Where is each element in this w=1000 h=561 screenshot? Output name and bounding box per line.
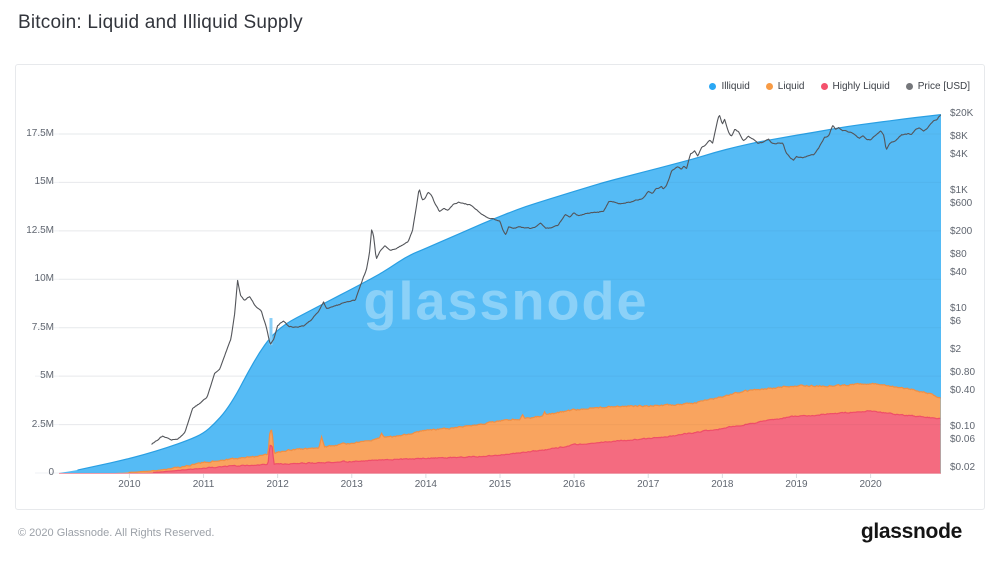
x-axis-label: 2016 [562, 479, 586, 490]
legend-item-liquid[interactable]: Liquid [765, 81, 805, 92]
y-axis-label-right: $80 [950, 249, 967, 261]
y-axis-label-right: $8K [950, 131, 968, 143]
y-axis-label-left: 5M [40, 370, 54, 382]
legend-label: Illiquid [721, 81, 750, 92]
y-axis-label-right: $200 [950, 226, 973, 237]
y-axis-label-right: $4K [950, 149, 968, 161]
y-axis-label-right: $6 [950, 315, 962, 327]
y-axis-label-right: $1K [950, 184, 968, 196]
x-axis-label: 2019 [785, 479, 808, 490]
footer-copyright: © 2020 Glassnode. All Rights Reserved. [18, 527, 215, 539]
x-axis-label: 2014 [414, 479, 437, 490]
x-axis-label: 2015 [488, 479, 512, 490]
price-line [151, 114, 942, 445]
x-axis-label: 2012 [266, 479, 289, 490]
highly-liquid-edge [153, 410, 941, 473]
y-axis-label-left: 12.5M [26, 224, 54, 236]
legend-label: Highly Liquid [832, 81, 890, 92]
chart-card: Illiquid Liquid Highly Liquid Price [USD] g… [15, 64, 985, 510]
y-axis-label-left: 17.5M [26, 128, 54, 139]
illiquid-edge [77, 114, 942, 471]
legend-label: Liquid [777, 81, 805, 92]
y-axis-label-left: 2.5M [31, 418, 54, 430]
y-axis-label-left: 15M [34, 176, 54, 188]
y-axis-label-left: 0 [48, 467, 54, 478]
x-axis-label: 2010 [118, 479, 141, 490]
legend-item-price-usd[interactable]: Price [USD] [905, 81, 970, 92]
illiquid-area [59, 114, 941, 473]
chart-legend: Illiquid Liquid Highly Liquid Price [USD] [709, 81, 970, 92]
legend-dot-icon [709, 83, 717, 90]
legend-dot-icon [905, 83, 913, 90]
legend-label: Price [USD] [917, 81, 970, 92]
y-axis-label-right: $2 [950, 344, 962, 355]
legend-item-illiquid[interactable]: Illiquid [709, 81, 750, 92]
y-axis-label-left: 10M [34, 273, 54, 285]
chart-surface[interactable]: glassnode [16, 65, 984, 509]
legend-dot-icon [820, 83, 828, 90]
y-axis-label-left: 7.5M [31, 321, 54, 333]
x-axis-label: 2013 [340, 479, 363, 490]
y-axis-label-right: $600 [950, 197, 973, 209]
y-axis-label-right: $0.06 [950, 433, 976, 445]
x-axis-label: 2018 [711, 479, 734, 490]
page-title: Bitcoin: Liquid and Illiquid Supply [18, 12, 303, 33]
x-axis-label: 2017 [637, 479, 660, 490]
watermark-text: glassnode [363, 271, 648, 331]
liquid-edge [128, 382, 941, 473]
y-axis-label-right: $20K [950, 108, 974, 119]
y-axis-label-right: $10 [950, 302, 967, 314]
glassnode-logo: glassnode [860, 520, 962, 543]
legend-dot-icon [765, 83, 773, 90]
y-axis-label-right: $0.02 [950, 462, 976, 473]
legend-item-highly-liquid[interactable]: Highly Liquid [820, 81, 890, 92]
y-axis-label-right: $0.10 [950, 420, 976, 432]
y-axis-label-right: $0.80 [950, 367, 976, 379]
y-axis-label-right: $0.40 [950, 385, 976, 397]
x-axis-label: 2020 [859, 479, 882, 490]
data-gap-artifact [269, 318, 273, 346]
x-axis-label: 2011 [192, 479, 215, 490]
y-axis-label-right: $40 [950, 267, 967, 279]
